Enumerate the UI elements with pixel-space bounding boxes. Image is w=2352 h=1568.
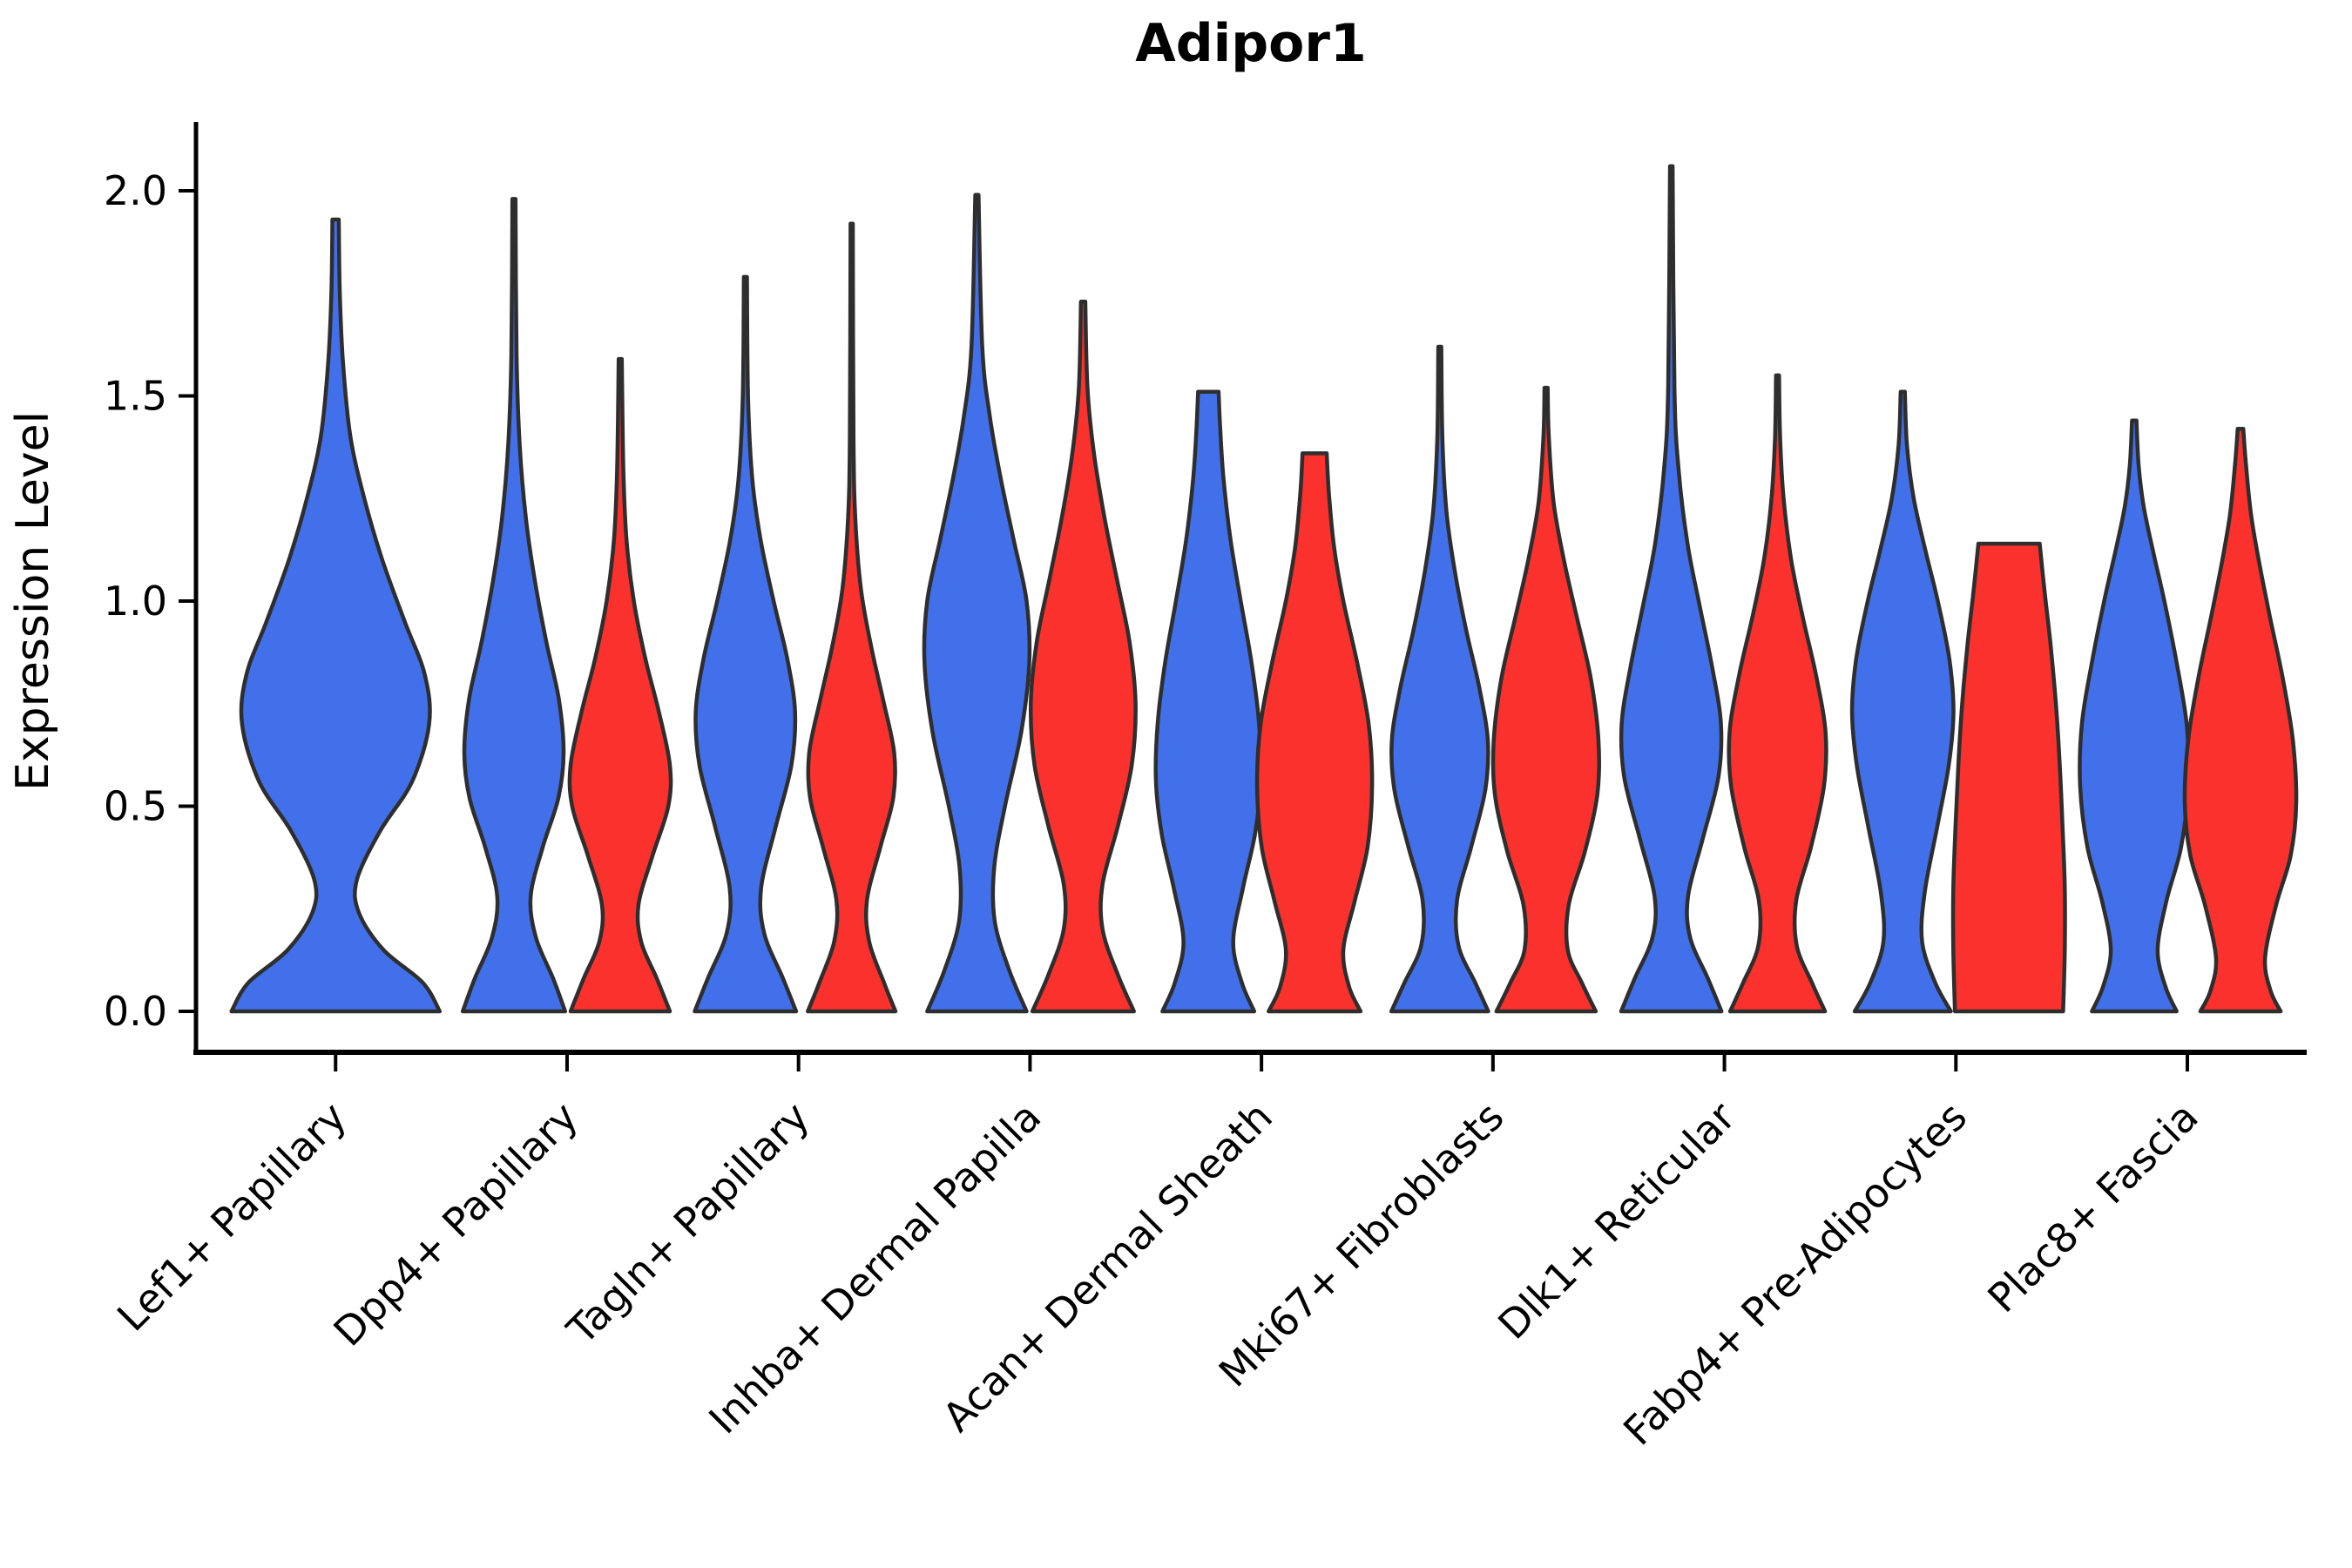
- violin-red-dpp4-papillary: [567, 356, 673, 1014]
- x-tick-label: Tagln+ Papillary: [558, 1093, 819, 1355]
- x-tick-label: Dpp4+ Papillary: [325, 1093, 587, 1355]
- x-tick-label: Lef1+ Papillary: [108, 1093, 355, 1341]
- y-tick-label: 1.5: [104, 373, 167, 420]
- y-tick-label: 0.0: [104, 988, 167, 1035]
- violin-red-mki67-fibroblasts: [1490, 385, 1602, 1014]
- y-axis-ticks: 0.0 0.5 1.0 1.5 2.0: [104, 167, 196, 1035]
- violin-blue-tagln-papillary: [693, 274, 799, 1014]
- violin-blue-acan-dermal-sheath: [1153, 389, 1263, 1014]
- violin-blue-dlk1-reticular: [1619, 164, 1724, 1014]
- violin-red-dlk1-reticular: [1727, 373, 1828, 1014]
- violin-blue-lef1-papillary: [229, 217, 443, 1014]
- y-axis-label: Expression Level: [7, 411, 59, 791]
- violin-blue-fabp4-pre-adipocytes: [1849, 389, 1956, 1014]
- y-tick-label: 0.5: [104, 783, 167, 830]
- violin-blue-dpp4-papillary: [460, 197, 568, 1014]
- x-tick-label: Dlk1+ Reticular: [1489, 1093, 1744, 1348]
- violin-blue-mki67-fibroblasts: [1389, 344, 1490, 1014]
- violins: [229, 164, 2299, 1014]
- violin-red-tagln-papillary: [806, 221, 898, 1014]
- chart-title: Adipor1: [1135, 13, 1366, 74]
- violin-blue-inhba-dermal-papilla: [922, 193, 1032, 1014]
- violin-red-fabp4-pre-adipocytes: [1950, 541, 2067, 1014]
- y-tick-label: 2.0: [104, 167, 167, 214]
- violin-red-acan-dermal-sheath: [1254, 451, 1375, 1014]
- violin-blue-plac8-fascia: [2078, 418, 2191, 1014]
- x-tick-label: Plac8+ Fascia: [1978, 1093, 2207, 1321]
- y-tick-label: 1.0: [104, 578, 167, 625]
- violin-red-plac8-fascia: [2182, 426, 2299, 1014]
- violin-red-inhba-dermal-papilla: [1028, 299, 1138, 1014]
